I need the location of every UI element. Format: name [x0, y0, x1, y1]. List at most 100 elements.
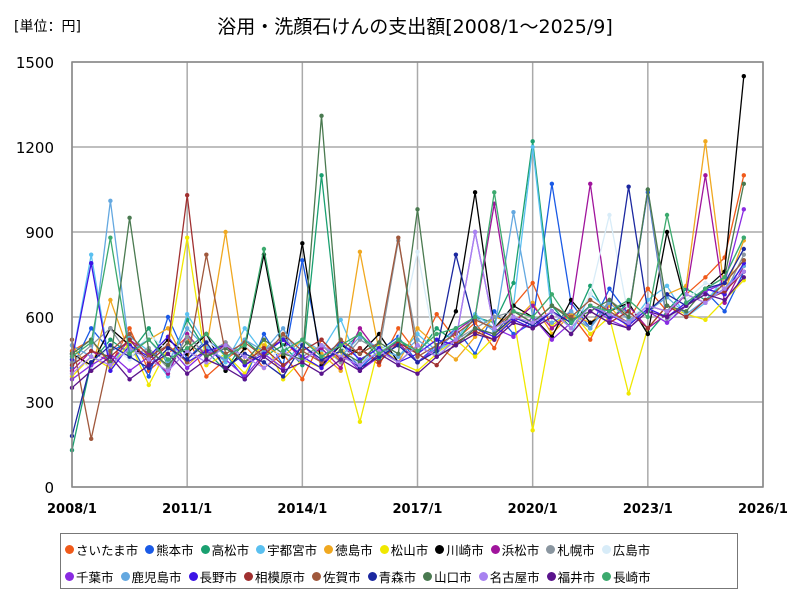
data-point: [722, 286, 727, 291]
data-point: [146, 362, 151, 368]
y-tick-label: 600: [25, 309, 54, 327]
data-point: [741, 252, 747, 257]
legend-marker-icon: [65, 571, 74, 581]
data-point: [549, 326, 555, 331]
data-point: [338, 357, 343, 362]
data-point: [184, 311, 190, 317]
data-point: [376, 360, 382, 365]
data-point: [703, 292, 708, 297]
x-tick-label: 2020/1: [508, 502, 558, 517]
legend-label: 長野市: [199, 569, 238, 585]
legend-marker-icon: [490, 544, 500, 554]
data-point: [664, 309, 670, 314]
legend-item: 山口市: [423, 567, 472, 586]
legend-marker-icon: [120, 571, 130, 581]
data-point: [204, 357, 209, 362]
data-point: [549, 303, 555, 308]
data-point: [741, 235, 747, 240]
data-point: [204, 252, 209, 257]
data-point: [530, 428, 535, 433]
legend-item: 熊本市: [145, 540, 194, 559]
data-point: [722, 309, 727, 314]
data-point: [338, 343, 343, 348]
data-point: [204, 331, 209, 337]
data-point: [453, 337, 459, 342]
data-point: [664, 229, 670, 235]
data-point: [223, 365, 228, 371]
x-tick-label: 2014/1: [277, 502, 327, 517]
data-point: [261, 365, 267, 371]
data-point: [242, 377, 247, 382]
data-point: [492, 309, 497, 314]
data-point: [242, 326, 247, 331]
data-point: [223, 354, 228, 359]
data-point: [300, 258, 305, 263]
data-point: [453, 326, 459, 331]
data-point: [261, 360, 267, 365]
series-19: [69, 190, 747, 362]
data-point: [357, 368, 363, 374]
data-point: [319, 337, 324, 342]
line-chart: 0 300 600 900 1200 1500 2008/1 2011/1 2014/1 2017…: [16, 54, 788, 517]
legend-label: 川崎市: [446, 542, 484, 558]
data-point: [184, 371, 190, 376]
legend-item: 福井市: [546, 567, 595, 586]
data-point: [549, 292, 555, 297]
x-tick-label: 2023/1: [623, 502, 673, 517]
data-point: [741, 173, 747, 178]
data-point: [127, 351, 132, 357]
data-point: [357, 351, 363, 357]
legend-marker-icon: [200, 544, 210, 554]
legend-item: 徳島市: [324, 540, 373, 559]
data-point: [108, 198, 113, 204]
data-point: [530, 326, 535, 331]
legend-label: 鹿児島市: [131, 569, 182, 585]
data-point: [184, 340, 190, 345]
data-point: [434, 362, 439, 368]
data-point: [88, 252, 94, 257]
data-point: [664, 314, 670, 320]
legend-item: 佐賀市: [312, 567, 361, 586]
data-point: [146, 326, 151, 331]
data-point: [146, 374, 151, 379]
data-point: [741, 181, 747, 187]
data-point: [511, 209, 516, 215]
data-point: [184, 334, 190, 340]
data-point: [664, 212, 670, 218]
data-point: [722, 280, 727, 286]
data-point: [626, 184, 631, 189]
data-point: [607, 297, 612, 303]
data-point: [108, 362, 113, 368]
data-point: [127, 331, 132, 337]
data-point: [626, 320, 631, 325]
data-point: [703, 317, 708, 323]
data-point: [645, 326, 651, 331]
legend-item: 浜松市: [490, 540, 540, 559]
legend-label: 徳島市: [335, 542, 373, 558]
data-point: [568, 309, 574, 314]
legend-item: 青森市: [367, 567, 416, 586]
series-line: [71, 175, 745, 375]
data-point: [434, 326, 439, 331]
legend-item: 川崎市: [435, 540, 484, 559]
legend-label: 佐賀市: [323, 569, 361, 585]
legend-label: 千葉市: [76, 569, 114, 585]
data-point: [88, 436, 94, 442]
legend-label: 浜松市: [501, 542, 540, 558]
data-point: [357, 249, 363, 255]
data-point: [165, 351, 171, 357]
data-point: [108, 337, 113, 342]
data-point: [530, 144, 535, 150]
data-point: [453, 357, 459, 362]
data-point: [88, 360, 94, 365]
data-point: [588, 292, 593, 297]
data-point: [261, 354, 267, 359]
data-point: [376, 340, 382, 345]
data-point: [108, 297, 113, 303]
data-point: [261, 337, 267, 342]
data-point: [588, 337, 593, 342]
data-point: [165, 357, 171, 362]
legend-label: 札幌市: [557, 542, 595, 558]
data-point: [242, 360, 247, 365]
data-point: [300, 360, 305, 365]
